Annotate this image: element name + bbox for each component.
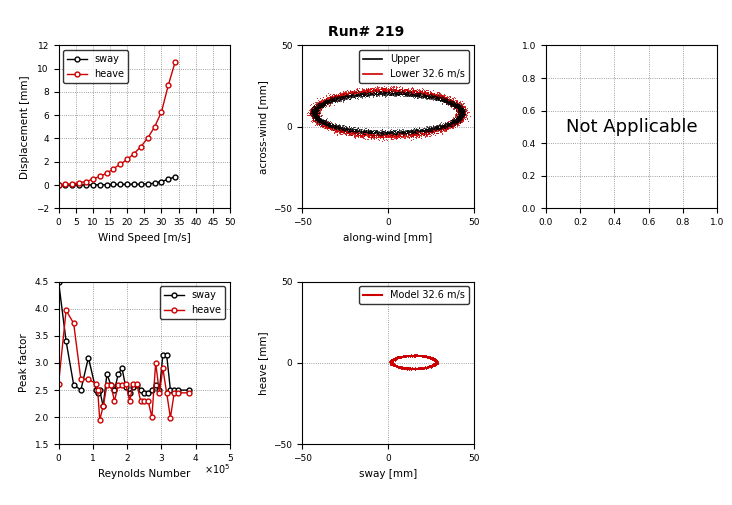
X-axis label: sway [mm]: sway [mm]	[359, 469, 417, 479]
Legend: sway, heave: sway, heave	[160, 286, 225, 319]
Y-axis label: Peak factor: Peak factor	[19, 334, 29, 392]
Y-axis label: across-wind [mm]: across-wind [mm]	[258, 80, 268, 174]
Legend: Model 32.6 m/s: Model 32.6 m/s	[359, 286, 469, 304]
X-axis label: along-wind [mm]: along-wind [mm]	[343, 233, 433, 242]
Legend: sway, heave: sway, heave	[64, 50, 128, 83]
Text: Run# 219: Run# 219	[328, 25, 404, 39]
Y-axis label: heave [mm]: heave [mm]	[258, 331, 268, 395]
X-axis label: Wind Speed [m/s]: Wind Speed [m/s]	[98, 233, 191, 242]
Text: $\times 10^5$: $\times 10^5$	[203, 462, 230, 476]
Text: Not Applicable: Not Applicable	[566, 118, 698, 136]
Y-axis label: Displacement [mm]: Displacement [mm]	[20, 75, 30, 179]
X-axis label: Reynolds Number: Reynolds Number	[98, 469, 190, 479]
Legend: Upper, Lower 32.6 m/s: Upper, Lower 32.6 m/s	[359, 50, 469, 83]
